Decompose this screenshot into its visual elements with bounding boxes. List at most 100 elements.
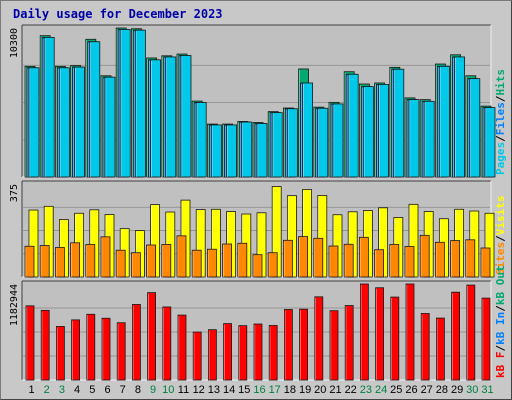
sites-bar — [358, 236, 369, 278]
x-tick-label: 20 — [314, 384, 326, 396]
pages-bar — [271, 112, 283, 178]
sites-bar — [55, 247, 65, 278]
x-tick-label: 12 — [193, 384, 205, 396]
kbytes-bar — [268, 325, 278, 381]
x-tick-label: 27 — [421, 384, 433, 396]
x-tick-label: 22 — [345, 384, 357, 396]
pages-bar — [332, 103, 344, 178]
kbytes-bar — [192, 331, 202, 381]
pages-bar — [74, 66, 85, 178]
sites-bar — [328, 245, 339, 278]
pages-bar — [165, 56, 177, 178]
x-tick-label: 5 — [89, 384, 95, 396]
kbytes-bar — [177, 314, 187, 381]
x-tick-label: 15 — [238, 384, 250, 396]
pages-bar — [226, 124, 238, 178]
kbytes-bar — [253, 323, 263, 381]
kbytes-bar — [116, 322, 126, 381]
legend-item: kB Out — [494, 265, 507, 305]
kbytes-bar — [283, 309, 293, 381]
pages-bar — [256, 123, 268, 178]
x-tick-label: 17 — [269, 384, 281, 396]
x-tick-label: 31 — [481, 384, 493, 396]
sites-bar — [282, 239, 293, 278]
kbytes-bar — [314, 296, 324, 381]
pages-bar — [150, 59, 162, 178]
kbytes-bar — [101, 317, 111, 381]
x-tick-label: 11 — [178, 384, 189, 396]
kbytes-bar — [466, 284, 476, 381]
x-tick-label: 21 — [329, 384, 341, 396]
x-tick-label: 3 — [59, 384, 65, 396]
pages-bar — [180, 55, 192, 178]
legend-item: Files — [494, 102, 507, 135]
sites-bar — [374, 249, 385, 278]
pages-bar — [423, 100, 435, 178]
kbytes-bar — [71, 319, 80, 381]
kbytes-bar — [420, 313, 430, 381]
sites-bar — [191, 249, 202, 278]
x-tick-label: 8 — [135, 384, 141, 396]
pages-bar — [195, 102, 207, 178]
panel-hits-files-pages-y-tick-label: 10300 — [9, 28, 20, 58]
legend-item: / — [494, 305, 507, 312]
legend-item: Hits — [494, 69, 507, 96]
kbytes-bar — [481, 297, 491, 381]
x-tick-label: 19 — [299, 384, 311, 396]
legend-item: kB In — [494, 312, 507, 345]
sites-bar — [480, 247, 491, 278]
x-tick-label: 4 — [74, 384, 80, 396]
x-tick-label: 16 — [253, 384, 265, 396]
pages-bar — [362, 86, 374, 178]
x-tick-label: 9 — [150, 384, 156, 396]
x-tick-label: 28 — [436, 384, 448, 396]
kbytes-bar — [131, 304, 141, 381]
x-tick-label: 24 — [375, 384, 387, 396]
pages-bar — [89, 41, 101, 178]
pages-bar — [378, 84, 390, 178]
sites-bar — [70, 242, 80, 278]
kbytes-bar — [451, 291, 461, 381]
x-tick-label: 7 — [120, 384, 126, 396]
x-tick-label: 2 — [44, 384, 50, 396]
sites-bar — [404, 246, 415, 278]
pages-bar — [286, 108, 298, 178]
x-tick-label: 14 — [223, 384, 235, 396]
panel-kbytes-legend: kB F/kB In/kB Out — [494, 265, 507, 378]
pages-bar — [104, 76, 116, 178]
pages-bar — [59, 67, 70, 178]
sites-bar — [419, 234, 430, 278]
sites-bar — [161, 244, 172, 278]
panel-kbytes-y-tick-label: 1182944 — [9, 284, 20, 326]
kbytes-bar — [223, 323, 233, 381]
chart-title: Daily usage for December 2023 — [13, 7, 223, 21]
pages-bar — [28, 67, 40, 178]
sites-bar — [176, 235, 187, 278]
x-tick-label: 1 — [28, 384, 34, 396]
x-tick-label: 18 — [284, 384, 296, 396]
sites-bar — [298, 236, 309, 278]
kbytes-bar — [147, 292, 157, 381]
sites-bar — [24, 245, 35, 278]
legend-item: / — [494, 345, 507, 352]
kbytes-bar — [162, 306, 172, 381]
kbytes-bar — [344, 305, 354, 381]
legend-item: kB F — [494, 352, 507, 379]
x-tick-label: 23 — [360, 384, 372, 396]
pages-bar — [484, 107, 496, 178]
kbytes-bar — [359, 283, 369, 381]
kbytes-bar — [56, 326, 65, 381]
kbytes-bar — [25, 305, 35, 381]
kbytes-bar — [375, 287, 385, 381]
panel-hits-files-pages-legend: Pages/Files/Hits — [494, 69, 507, 175]
pages-bar — [134, 29, 146, 178]
sites-bar — [434, 241, 445, 278]
x-tick-label: 26 — [405, 384, 417, 396]
x-tick-label: 29 — [451, 384, 463, 396]
legend-item: / — [494, 235, 507, 242]
pages-bar — [393, 68, 405, 178]
sites-bar — [267, 252, 278, 278]
panel-visits-sites-legend: Sites/Visits — [494, 196, 507, 276]
legend-item: Sites — [494, 242, 507, 275]
pages-bar — [347, 73, 359, 178]
